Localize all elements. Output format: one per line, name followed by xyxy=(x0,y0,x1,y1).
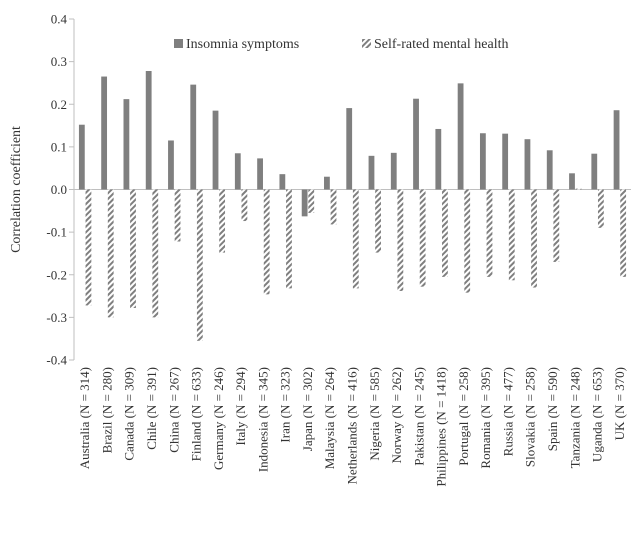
bar-mental-health xyxy=(442,189,448,277)
x-category-label: Italy (N = 294) xyxy=(233,367,248,445)
legend: Insomnia symptoms Self-rated mental heal… xyxy=(174,37,509,52)
bar-insomnia xyxy=(569,173,575,190)
legend-swatch-insomnia xyxy=(174,39,183,48)
bar-insomnia xyxy=(324,176,330,190)
bar-insomnia xyxy=(613,110,620,190)
bar-mental-health xyxy=(263,189,270,295)
bar-insomnia xyxy=(368,155,375,190)
bar-mental-health xyxy=(85,189,92,306)
bar-mental-health xyxy=(486,189,493,277)
bar-insomnia xyxy=(145,71,152,190)
x-category-label: Romania (N = 395) xyxy=(478,367,493,469)
bar-mental-health xyxy=(330,189,337,225)
bar-mental-health xyxy=(219,189,226,253)
bar-mental-health xyxy=(286,189,292,289)
x-category-label: Portugal (N = 258) xyxy=(456,367,471,466)
bar-insomnia xyxy=(301,189,308,217)
x-category-label: Malaysia (N = 264) xyxy=(322,367,337,469)
x-category-label: Finland (N = 633) xyxy=(189,367,204,461)
bar-insomnia xyxy=(502,133,509,190)
y-tick-label: 0.0 xyxy=(51,182,67,197)
bar-insomnia xyxy=(457,83,464,190)
bar-mental-health xyxy=(308,189,315,213)
x-category-label: Norway (N = 262) xyxy=(389,367,404,464)
x-category-label: Nigeria (N = 585) xyxy=(367,367,382,461)
x-category-label: China (N = 267) xyxy=(166,367,181,453)
x-category-label: Slovakia (N = 258) xyxy=(523,367,538,467)
bar-mental-health xyxy=(397,189,404,291)
y-tick-label: 0.3 xyxy=(51,54,67,69)
bar-insomnia xyxy=(101,76,108,190)
bar-mental-health xyxy=(508,189,515,281)
bar-insomnia xyxy=(546,150,553,190)
bar-insomnia xyxy=(257,158,263,190)
x-category-label: Tanzania (N = 248) xyxy=(567,367,582,468)
bar-insomnia xyxy=(435,128,442,190)
x-category-label: Chile (N = 391) xyxy=(144,367,159,450)
x-category-label: Philippines (N = 1418) xyxy=(434,367,449,487)
bar-mental-health xyxy=(575,188,582,190)
x-category-label: Indonesia (N = 345) xyxy=(255,367,270,472)
y-tick-label: -0.1 xyxy=(46,225,67,240)
bar-insomnia xyxy=(479,133,486,190)
bar-mental-health xyxy=(553,189,560,262)
x-category-label: Australia (N = 314) xyxy=(77,367,92,469)
y-axis-label: Correlation coefficient xyxy=(9,126,24,253)
x-category-label: UK (N = 370) xyxy=(612,367,627,440)
y-tick-label: 0.2 xyxy=(51,97,67,112)
x-axis-labels: Australia (N = 314) Brazil (N = 280) Canad… xyxy=(77,367,627,487)
bar-mental-health xyxy=(419,189,426,287)
y-tick-label: -0.3 xyxy=(46,310,67,325)
bar-insomnia xyxy=(413,98,419,190)
x-category-label: Pakistan (N = 245) xyxy=(411,367,426,466)
legend-swatch-mental-health xyxy=(362,39,371,48)
bar-mental-health xyxy=(464,189,471,293)
x-category-label: Canada (N = 309) xyxy=(122,367,137,461)
bar-insomnia xyxy=(390,152,397,190)
bar-insomnia xyxy=(524,139,531,190)
x-category-label: Brazil (N = 280) xyxy=(99,367,114,453)
bar-mental-health xyxy=(174,189,181,242)
x-category-label: Germany (N = 246) xyxy=(211,367,226,470)
bar-insomnia xyxy=(123,99,130,190)
x-category-label: Russia (N = 477) xyxy=(500,367,515,456)
bar-mental-health xyxy=(130,189,136,308)
bar-mental-health xyxy=(375,189,381,253)
y-tick-label: -0.2 xyxy=(46,267,67,282)
bars-group xyxy=(78,71,627,341)
bar-mental-health xyxy=(107,189,114,318)
y-tick-label: 0.4 xyxy=(51,12,68,27)
bar-mental-health xyxy=(352,189,359,289)
x-category-label: Japan (N = 302) xyxy=(300,367,315,451)
y-axis: 0.4 0.3 0.2 0.1 0.0 -0.1 -0.2 -0.3 -0.4 xyxy=(46,12,75,368)
bar-insomnia xyxy=(234,153,241,190)
bar-insomnia xyxy=(168,140,174,190)
bar-mental-health xyxy=(620,189,627,277)
x-category-label: Uganda (N = 653) xyxy=(590,367,605,462)
bar-mental-health xyxy=(241,189,248,222)
bar-insomnia xyxy=(279,174,286,190)
y-tick-label: 0.1 xyxy=(51,139,67,154)
bar-insomnia xyxy=(591,153,598,190)
y-tick-label: -0.4 xyxy=(46,353,67,368)
bar-insomnia xyxy=(190,84,197,190)
bar-mental-health xyxy=(196,189,203,341)
x-category-label: Iran (N = 323) xyxy=(278,367,293,443)
bar-insomnia xyxy=(78,124,85,190)
bar-insomnia xyxy=(212,110,219,190)
legend-label-insomnia: Insomnia symptoms xyxy=(186,37,299,52)
bar-mental-health xyxy=(152,189,159,318)
x-category-label: Spain (N = 590) xyxy=(545,367,560,451)
legend-label-mental-health: Self-rated mental health xyxy=(374,37,509,52)
x-category-label: Netherlands (N = 416) xyxy=(345,367,360,484)
bar-mental-health xyxy=(531,189,537,288)
bar-mental-health xyxy=(597,189,604,228)
bar-insomnia xyxy=(346,108,353,190)
